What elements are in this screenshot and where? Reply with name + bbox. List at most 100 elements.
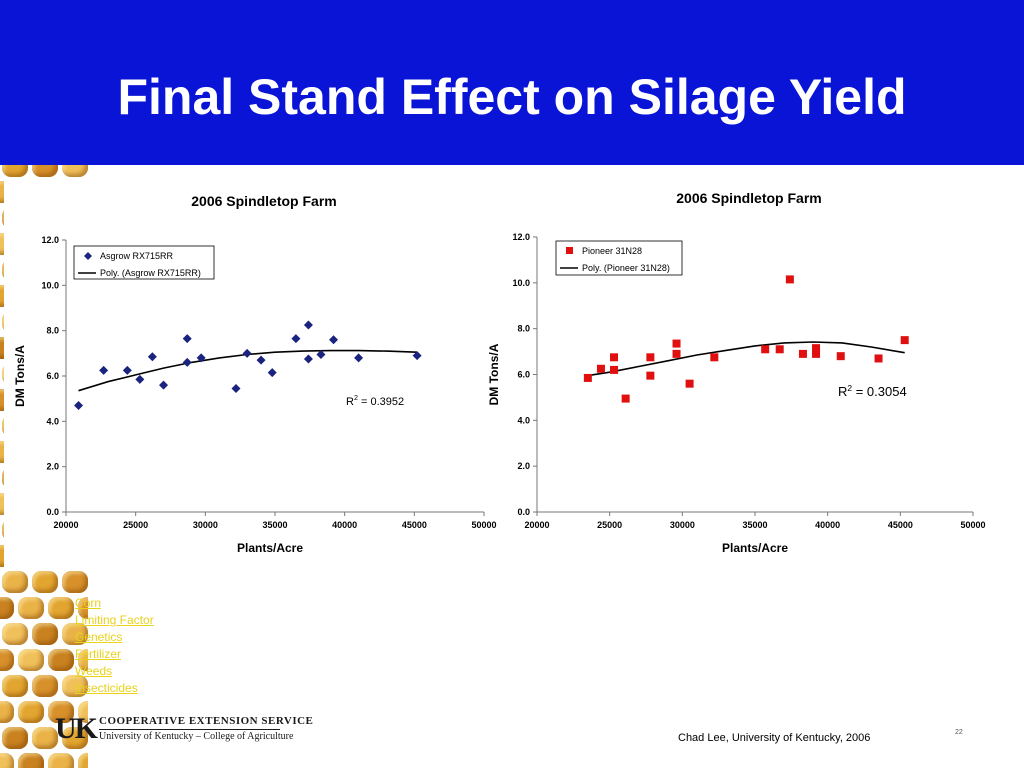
- corn-kernel: [18, 701, 44, 723]
- corn-kernel: [18, 649, 44, 671]
- uk-logo-divider: [99, 729, 280, 730]
- data-point: [412, 351, 422, 361]
- chart-title: 2006 Spindletop Farm: [676, 190, 821, 206]
- y-tick-label: 8.0: [46, 326, 59, 336]
- data-point: [303, 320, 313, 330]
- y-tick-label: 6.0: [517, 370, 530, 380]
- nav-link-fertilizer[interactable]: Fertilizer: [75, 647, 122, 661]
- slide-title: Final Stand Effect on Silage Yield: [117, 69, 907, 125]
- data-point: [646, 353, 655, 362]
- chart-asgrow: 2006 Spindletop Farm 20000 25000 30000 35000…: [13, 193, 497, 555]
- uk-logo: UK COOPERATIVE EXTENSION SERVICE Univers…: [55, 713, 313, 745]
- data-point: [122, 365, 132, 375]
- credit-text: Chad Lee, University of Kentucky, 2006: [678, 732, 871, 744]
- y-axis-label: DM Tons/A: [13, 345, 27, 407]
- data-point: [99, 365, 109, 375]
- nav-link-weeds[interactable]: Weeds: [75, 664, 113, 678]
- uk-logo-line1: COOPERATIVE EXTENSION SERVICE: [99, 715, 314, 727]
- x-tick-label: 35000: [742, 520, 767, 530]
- nav-link-corn[interactable]: Corn: [75, 596, 102, 610]
- corn-kernel: [2, 165, 28, 177]
- corn-kernel: [32, 675, 58, 697]
- corn-kernel: [48, 597, 74, 619]
- x-tick-label: 25000: [597, 520, 622, 530]
- data-point: [182, 334, 192, 344]
- chart-pioneer: 2006 Spindletop Farm 20000 25000 30000 35000…: [487, 190, 986, 555]
- r-squared-label: R2 = 0.3054: [838, 383, 907, 399]
- y-tick-label: 0.0: [517, 507, 530, 517]
- data-point: [329, 335, 339, 345]
- data-point: [685, 379, 694, 388]
- x-tick-label: 20000: [524, 520, 549, 530]
- corn-kernel: [32, 623, 58, 645]
- data-point: [646, 371, 655, 380]
- data-point: [812, 344, 821, 353]
- x-tick-label: 40000: [332, 520, 357, 530]
- x-tick-label: 35000: [262, 520, 287, 530]
- y-tick-label: 6.0: [46, 371, 59, 381]
- corn-kernel: [48, 753, 74, 768]
- corn-kernel: [62, 623, 88, 645]
- uk-logo-line2: University of Kentucky – College of Agri…: [99, 731, 294, 742]
- y-tick-label: 4.0: [517, 415, 530, 425]
- y-tick-label: 10.0: [41, 280, 59, 290]
- y-tick-label: 8.0: [517, 324, 530, 334]
- data-point: [196, 353, 206, 363]
- legend-label: Poly. (Asgrow RX715RR): [100, 268, 201, 278]
- nav-link-limiting-factor[interactable]: Limiting Factor: [75, 613, 154, 627]
- legend-label: Pioneer 31N28: [582, 246, 642, 256]
- corn-kernel: [32, 571, 58, 593]
- legend-box: [73, 245, 215, 280]
- legend-marker: [84, 252, 92, 260]
- data-point: [267, 368, 277, 378]
- corn-kernel: [32, 165, 58, 177]
- data-point: [74, 400, 84, 410]
- data-point: [291, 334, 301, 344]
- data-point: [147, 352, 157, 362]
- y-tick-label: 2.0: [46, 462, 59, 472]
- data-point: [874, 354, 883, 363]
- data-point: [710, 353, 719, 362]
- corn-kernel: [0, 701, 14, 723]
- corn-kernel: [48, 701, 74, 723]
- y-axis-label: DM Tons/A: [487, 343, 501, 405]
- data-point: [761, 345, 770, 354]
- x-tick-label: 45000: [402, 520, 427, 530]
- nav-link-genetics[interactable]: Genetics: [75, 630, 123, 644]
- page-number: 22: [955, 729, 963, 736]
- data-point: [303, 354, 313, 364]
- corn-kernel: [2, 675, 28, 697]
- corn-kernel: [2, 571, 28, 593]
- data-point: [900, 336, 909, 345]
- x-axis-label: Plants/Acre: [237, 541, 303, 555]
- data-point: [354, 353, 364, 363]
- x-tick-label: 30000: [193, 520, 218, 530]
- legend-label: Poly. (Pioneer 31N28): [582, 263, 670, 273]
- data-point: [812, 349, 821, 358]
- corn-kernel: [78, 649, 88, 671]
- nav-link-insecticides[interactable]: Insecticides: [75, 681, 138, 695]
- corn-kernel: [62, 165, 88, 177]
- title-bar: [0, 0, 1024, 165]
- chart-title: 2006 Spindletop Farm: [191, 193, 336, 209]
- data-point: [135, 374, 145, 384]
- chart-panel: 2006 Spindletop Farm 20000 25000 30000 35000…: [4, 180, 497, 568]
- corn-kernel: [2, 623, 28, 645]
- corn-kernel: [78, 753, 88, 768]
- y-tick-label: 12.0: [512, 232, 530, 242]
- data-point: [785, 275, 794, 284]
- corn-kernel: [18, 597, 44, 619]
- data-point: [256, 355, 266, 365]
- x-tick-label: 50000: [471, 520, 496, 530]
- y-tick-label: 10.0: [512, 278, 530, 288]
- data-point: [231, 383, 241, 393]
- data-point: [596, 364, 605, 373]
- corn-kernel: [0, 753, 14, 768]
- corn-kernel: [48, 649, 74, 671]
- trendline: [587, 341, 905, 377]
- data-point: [610, 353, 619, 362]
- corn-kernel: [18, 753, 44, 768]
- legend-marker: [566, 247, 573, 254]
- y-tick-label: 0.0: [46, 507, 59, 517]
- x-axis-label: Plants/Acre: [722, 541, 788, 555]
